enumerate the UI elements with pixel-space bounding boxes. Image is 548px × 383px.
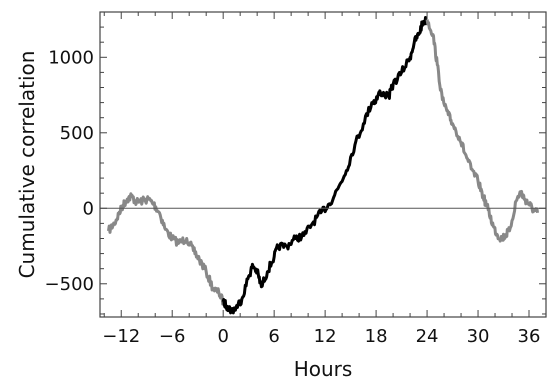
x-tick-label: 30 [467, 326, 490, 347]
y-tick-label: −500 [45, 274, 94, 295]
plot-frame [99, 11, 547, 318]
y-tick-label: 500 [60, 123, 94, 144]
x-tick-label: 36 [518, 326, 541, 347]
x-tick-label: 6 [268, 326, 279, 347]
series-line-2-black [221, 16, 428, 315]
series-line-1-gray [107, 192, 225, 306]
x-tick-label: 18 [365, 326, 388, 347]
x-tick-label: 24 [416, 326, 439, 347]
series-line-3-gray [425, 19, 539, 243]
x-axis-title: Hours [294, 357, 353, 381]
x-tick-label: 12 [314, 326, 337, 347]
y-tick-label: 0 [83, 198, 94, 219]
ticks-layer: −12 −6 0 6 12 18 24 30 36 −500 0 500 1000 [45, 11, 547, 347]
y-axis-title: Cumulative correlation [15, 51, 39, 279]
x-tick-label: 0 [217, 326, 228, 347]
y-tick-label: 1000 [48, 47, 94, 68]
x-tick-label: −6 [159, 326, 186, 347]
x-tick-label: −12 [102, 326, 140, 347]
series-layer [107, 16, 539, 315]
